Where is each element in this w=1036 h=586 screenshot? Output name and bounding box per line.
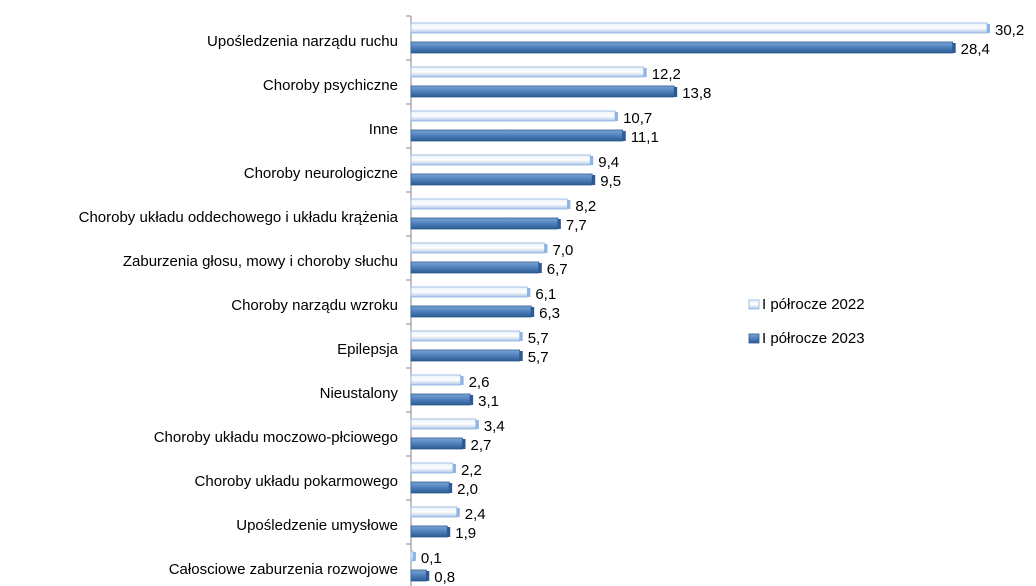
bar (410, 330, 521, 342)
category-label: Choroby układu oddechowego i układu krąż… (79, 209, 399, 226)
value-label: 9,4 (598, 154, 619, 171)
bar-end (462, 439, 466, 449)
bar (410, 261, 540, 274)
legend-label: I półrocze 2022 (762, 296, 865, 313)
value-label: 9,5 (600, 173, 621, 190)
bar-end (426, 571, 430, 581)
bar-end (519, 332, 523, 341)
category-label: Choroby psychiczne (263, 77, 398, 94)
bar (410, 154, 591, 166)
bar (410, 525, 448, 538)
bar-end (475, 420, 479, 429)
bar-end (643, 68, 647, 77)
bar (410, 305, 532, 318)
value-label: 28,4 (961, 41, 990, 58)
bar-end (449, 483, 453, 493)
bar-end (952, 43, 956, 53)
value-label: 8,2 (575, 198, 596, 215)
category-label: Upośledzenia narządu ruchu (207, 33, 398, 50)
value-label: 7,7 (566, 217, 587, 234)
bar-end (615, 112, 619, 121)
bar (410, 569, 427, 582)
value-label: 0,1 (421, 550, 442, 567)
category-label: Choroby narządu wzroku (231, 297, 398, 314)
category-label: Inne (369, 121, 398, 138)
value-label: 6,3 (539, 305, 560, 322)
bar (410, 550, 414, 562)
legend-swatch (748, 299, 760, 310)
bar-end (470, 395, 474, 405)
bar (410, 437, 463, 450)
bar-end (460, 376, 464, 385)
bar (410, 349, 521, 362)
bar-end (622, 131, 626, 141)
value-label: 6,7 (547, 261, 568, 278)
value-label: 5,7 (528, 330, 549, 347)
value-label: 12,2 (652, 66, 681, 83)
bar-end (519, 351, 523, 361)
bar-end (567, 200, 571, 209)
legend-label: I półrocze 2023 (762, 330, 865, 347)
bar (410, 506, 458, 518)
value-label: 2,0 (457, 481, 478, 498)
bar-end (544, 244, 548, 253)
category-label: Nieustalony (320, 385, 399, 402)
bar (410, 393, 471, 406)
bar (410, 198, 568, 210)
bar-end (447, 527, 451, 537)
bar-end (590, 156, 594, 165)
bar-end (674, 87, 678, 97)
category-label: Zaburzenia głosu, mowy i choroby słuchu (123, 253, 398, 270)
value-label: 11,1 (631, 129, 659, 146)
bar (410, 374, 461, 386)
bar (410, 41, 954, 54)
value-label: 2,6 (469, 374, 490, 391)
value-label: 30,2 (995, 22, 1024, 39)
bar (410, 66, 645, 78)
value-label: 5,7 (528, 349, 549, 366)
bar (410, 481, 450, 494)
bar-end (557, 219, 561, 229)
value-label: 6,1 (535, 286, 556, 303)
bar (410, 286, 528, 298)
category-label: Choroby układu pokarmowego (195, 473, 398, 490)
value-label: 13,8 (682, 85, 711, 102)
bar-end (456, 508, 460, 517)
bar (410, 173, 593, 186)
bar-end (527, 288, 531, 297)
bar (410, 418, 477, 430)
bar (410, 110, 616, 122)
bar (410, 217, 559, 230)
bar-end (987, 24, 990, 33)
bar (410, 85, 675, 98)
bar-end (592, 175, 596, 185)
value-label: 10,7 (623, 110, 652, 127)
bar (410, 462, 454, 474)
category-label: Upośledzenie umysłowe (236, 517, 398, 534)
value-label: 2,7 (470, 437, 491, 454)
value-label: 3,4 (484, 418, 505, 435)
value-label: 2,4 (465, 506, 486, 523)
category-label: Całosciowe zaburzenia rozwojowe (169, 561, 398, 578)
value-label: 0,8 (434, 569, 455, 586)
value-label: 1,9 (455, 525, 476, 542)
category-label: Epilepsja (337, 341, 399, 358)
category-label: Choroby układu moczowo-płciowego (154, 429, 398, 446)
value-label: 7,0 (553, 242, 574, 259)
bar-end (531, 307, 535, 317)
bar (410, 22, 988, 34)
legend-swatch (748, 333, 760, 344)
value-label: 2,2 (461, 462, 482, 479)
bar (410, 242, 545, 254)
bar-end (412, 552, 416, 561)
category-label: Choroby neurologiczne (244, 165, 398, 182)
value-label: 3,1 (478, 393, 499, 410)
bar-end (452, 464, 456, 473)
bar (410, 129, 624, 142)
bar-end (538, 263, 542, 273)
